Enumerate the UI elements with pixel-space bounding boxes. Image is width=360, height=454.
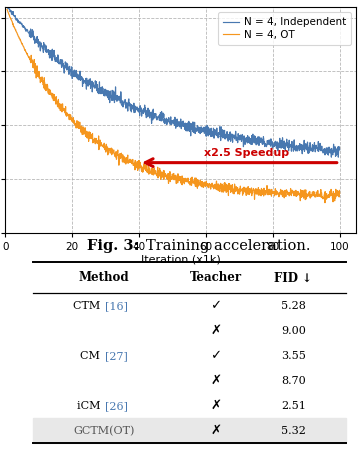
N = 4, Independent xyxy=(61,64,66,69)
N = 4, OT xyxy=(49,91,53,96)
Legend: N = 4, Independent, N = 4, OT: N = 4, Independent, N = 4, OT xyxy=(218,12,351,45)
Text: Teacher: Teacher xyxy=(190,271,242,284)
N = 4, Independent xyxy=(338,147,342,153)
Line: N = 4, Independent: N = 4, Independent xyxy=(7,6,340,157)
N = 4, Independent xyxy=(6,4,10,9)
N = 4, OT xyxy=(149,166,153,171)
Text: ✗: ✗ xyxy=(211,400,221,412)
Text: GCTM(OT): GCTM(OT) xyxy=(73,426,134,436)
Text: 5.28: 5.28 xyxy=(281,301,306,311)
N = 4, OT xyxy=(186,180,191,185)
Text: ✓: ✓ xyxy=(211,299,221,312)
N = 4, OT xyxy=(323,200,327,206)
N = 4, Independent xyxy=(149,121,154,126)
Text: Method: Method xyxy=(78,271,129,284)
Text: ✗: ✗ xyxy=(211,325,221,337)
N = 4, Independent xyxy=(49,53,54,59)
Text: FID ↓: FID ↓ xyxy=(274,271,312,284)
N = 4, OT xyxy=(180,182,184,188)
N = 4, Independent xyxy=(5,4,9,10)
N = 4, OT xyxy=(117,157,121,163)
Text: Fig. 3:: Fig. 3: xyxy=(87,239,139,253)
N = 4, Independent xyxy=(187,120,191,126)
N = 4, OT xyxy=(338,191,342,196)
N = 4, Independent xyxy=(180,123,184,128)
N = 4, OT xyxy=(5,7,9,12)
Text: ✗: ✗ xyxy=(211,375,221,387)
Text: ✓: ✓ xyxy=(211,350,221,362)
Text: iCM: iCM xyxy=(77,401,104,411)
Text: CTM: CTM xyxy=(73,301,104,311)
Text: [16]: [16] xyxy=(105,301,129,311)
Text: 5.32: 5.32 xyxy=(281,426,306,436)
Bar xyxy=(33,419,346,444)
Text: 8.70: 8.70 xyxy=(281,376,306,386)
X-axis label: Iteration (x1k): Iteration (x1k) xyxy=(141,254,221,264)
Text: [27]: [27] xyxy=(105,351,128,361)
Text: 3.55: 3.55 xyxy=(281,351,306,361)
Text: CM: CM xyxy=(80,351,104,361)
Text: ✗: ✗ xyxy=(211,424,221,437)
Text: 9.00: 9.00 xyxy=(281,326,306,336)
Line: N = 4, OT: N = 4, OT xyxy=(7,10,340,203)
Text: x2.5 Speedup: x2.5 Speedup xyxy=(203,148,289,158)
Text: [26]: [26] xyxy=(105,401,129,411)
Text: Training acceleration.: Training acceleration. xyxy=(146,239,310,253)
N = 4, Independent xyxy=(117,96,122,102)
N = 4, OT xyxy=(61,107,65,113)
N = 4, Independent xyxy=(329,154,333,160)
Text: 2.51: 2.51 xyxy=(281,401,306,411)
